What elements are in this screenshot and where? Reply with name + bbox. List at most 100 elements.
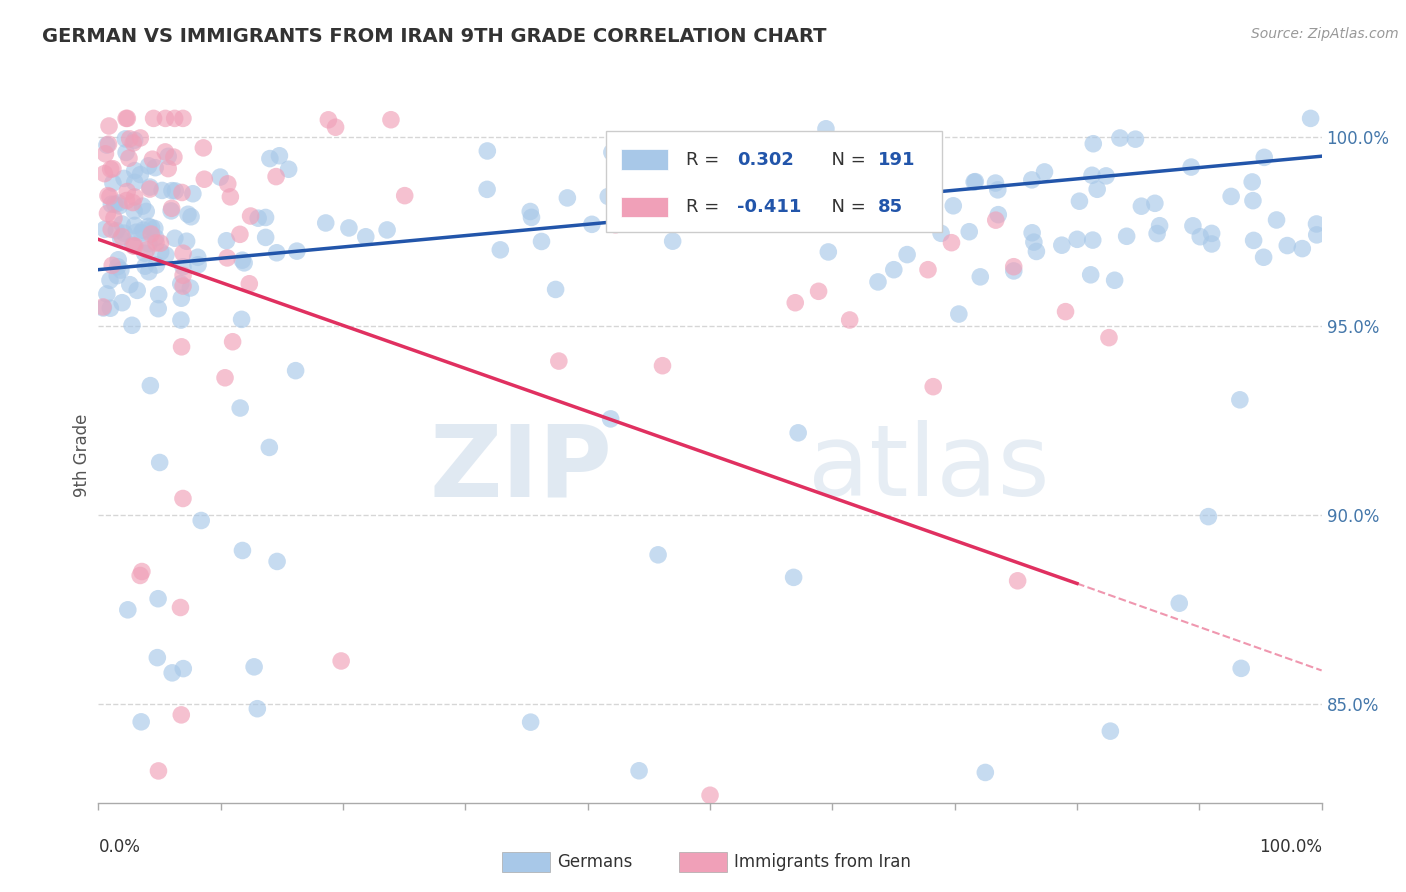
Point — [129, 131, 152, 145]
Point — [94, 222, 117, 236]
Point — [1149, 219, 1171, 233]
Point — [598, 189, 620, 203]
Point — [170, 277, 193, 291]
Point — [179, 281, 201, 295]
Point — [247, 211, 270, 226]
Point — [530, 235, 553, 249]
Point — [148, 301, 170, 316]
Point — [100, 301, 122, 316]
Point — [134, 259, 156, 273]
Point — [187, 250, 209, 264]
Point — [121, 195, 143, 210]
Point — [190, 514, 212, 528]
Point — [193, 141, 215, 155]
Text: ZIP: ZIP — [429, 420, 612, 517]
Point — [163, 150, 186, 164]
Point — [129, 568, 152, 582]
Point — [124, 175, 146, 189]
Point — [107, 260, 129, 274]
Point — [1253, 150, 1275, 164]
Point — [1253, 250, 1275, 264]
Point — [1241, 175, 1264, 189]
Point — [969, 269, 991, 284]
Point — [157, 149, 180, 163]
Point — [193, 172, 215, 186]
Point — [117, 603, 139, 617]
Point — [547, 354, 569, 368]
Point — [929, 227, 952, 241]
Point — [1241, 194, 1264, 208]
Point — [394, 188, 416, 202]
Point — [1033, 165, 1056, 179]
Point — [1066, 232, 1088, 246]
Point — [246, 702, 269, 716]
Point — [111, 229, 134, 244]
Point — [103, 211, 125, 226]
Point — [124, 219, 146, 233]
Point — [170, 340, 193, 354]
Point — [1143, 196, 1166, 211]
Point — [1095, 169, 1118, 183]
Point — [782, 570, 804, 584]
Point — [124, 163, 146, 178]
Point — [170, 707, 193, 722]
Point — [93, 301, 115, 315]
Text: 0.0%: 0.0% — [98, 838, 141, 855]
Point — [115, 112, 138, 126]
Point — [122, 239, 145, 253]
Point — [1115, 229, 1137, 244]
Point — [170, 313, 193, 327]
Point — [180, 210, 202, 224]
Point — [172, 491, 194, 506]
Point — [219, 190, 242, 204]
Point — [1080, 268, 1102, 282]
Point — [148, 764, 170, 778]
Point — [1098, 331, 1121, 345]
Point — [141, 220, 163, 235]
Point — [100, 222, 122, 236]
Text: 191: 191 — [877, 151, 915, 169]
Point — [375, 223, 398, 237]
Point — [122, 203, 145, 218]
Point — [1099, 724, 1122, 739]
Text: 85: 85 — [877, 198, 903, 216]
Point — [118, 151, 141, 165]
Point — [172, 260, 194, 274]
Point — [544, 282, 567, 296]
Bar — [679, 852, 727, 872]
Point — [974, 765, 997, 780]
Point — [163, 112, 186, 126]
Text: Source: ZipAtlas.com: Source: ZipAtlas.com — [1251, 27, 1399, 41]
Point — [149, 455, 172, 469]
Point — [170, 291, 193, 305]
Point — [519, 715, 541, 730]
Point — [285, 244, 308, 259]
Point — [581, 217, 603, 231]
Point — [957, 225, 980, 239]
Point — [107, 252, 129, 267]
Point — [135, 204, 157, 219]
Point — [238, 277, 260, 291]
Point — [1146, 227, 1168, 241]
Point — [91, 300, 114, 314]
Point — [97, 137, 120, 152]
Point — [1050, 238, 1073, 252]
Point — [838, 313, 860, 327]
Point — [96, 287, 118, 301]
Point — [129, 168, 152, 182]
Point — [142, 112, 165, 126]
Point — [735, 207, 758, 221]
Point — [148, 287, 170, 301]
Point — [160, 665, 183, 680]
Text: Immigrants from Iran: Immigrants from Iran — [734, 853, 911, 871]
Point — [1277, 238, 1299, 252]
Point — [160, 202, 183, 216]
Point — [117, 112, 139, 126]
Point — [107, 196, 129, 211]
Point — [489, 243, 512, 257]
Text: N =: N = — [820, 151, 872, 169]
Point — [101, 259, 124, 273]
Point — [110, 263, 132, 277]
Point — [231, 253, 253, 268]
Point — [138, 219, 160, 234]
